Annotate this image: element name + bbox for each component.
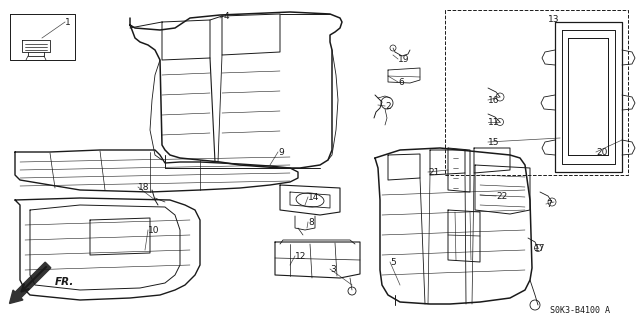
Text: 14: 14 xyxy=(308,193,319,202)
Text: 15: 15 xyxy=(488,138,499,147)
Text: 20: 20 xyxy=(596,148,607,157)
Text: 16: 16 xyxy=(488,96,499,105)
Text: 21: 21 xyxy=(428,168,440,177)
Text: 4: 4 xyxy=(224,12,230,21)
Text: 11: 11 xyxy=(488,118,499,127)
Text: 6: 6 xyxy=(398,78,404,87)
Text: 18: 18 xyxy=(138,183,150,192)
Text: 7: 7 xyxy=(546,200,552,209)
Text: 1: 1 xyxy=(65,18,71,27)
Text: 17: 17 xyxy=(534,244,545,253)
FancyArrow shape xyxy=(10,262,51,303)
Text: 10: 10 xyxy=(148,226,159,235)
Text: S0K3-B4100 A: S0K3-B4100 A xyxy=(550,306,610,315)
Text: 8: 8 xyxy=(308,218,314,227)
Text: 22: 22 xyxy=(496,192,508,201)
Text: 12: 12 xyxy=(295,252,307,261)
Text: 5: 5 xyxy=(390,258,396,267)
Text: FR.: FR. xyxy=(55,277,74,287)
Text: 19: 19 xyxy=(398,55,410,64)
Text: 13: 13 xyxy=(548,15,559,24)
Text: 2: 2 xyxy=(385,102,390,111)
Text: 3: 3 xyxy=(330,265,336,274)
Text: 9: 9 xyxy=(278,148,284,157)
